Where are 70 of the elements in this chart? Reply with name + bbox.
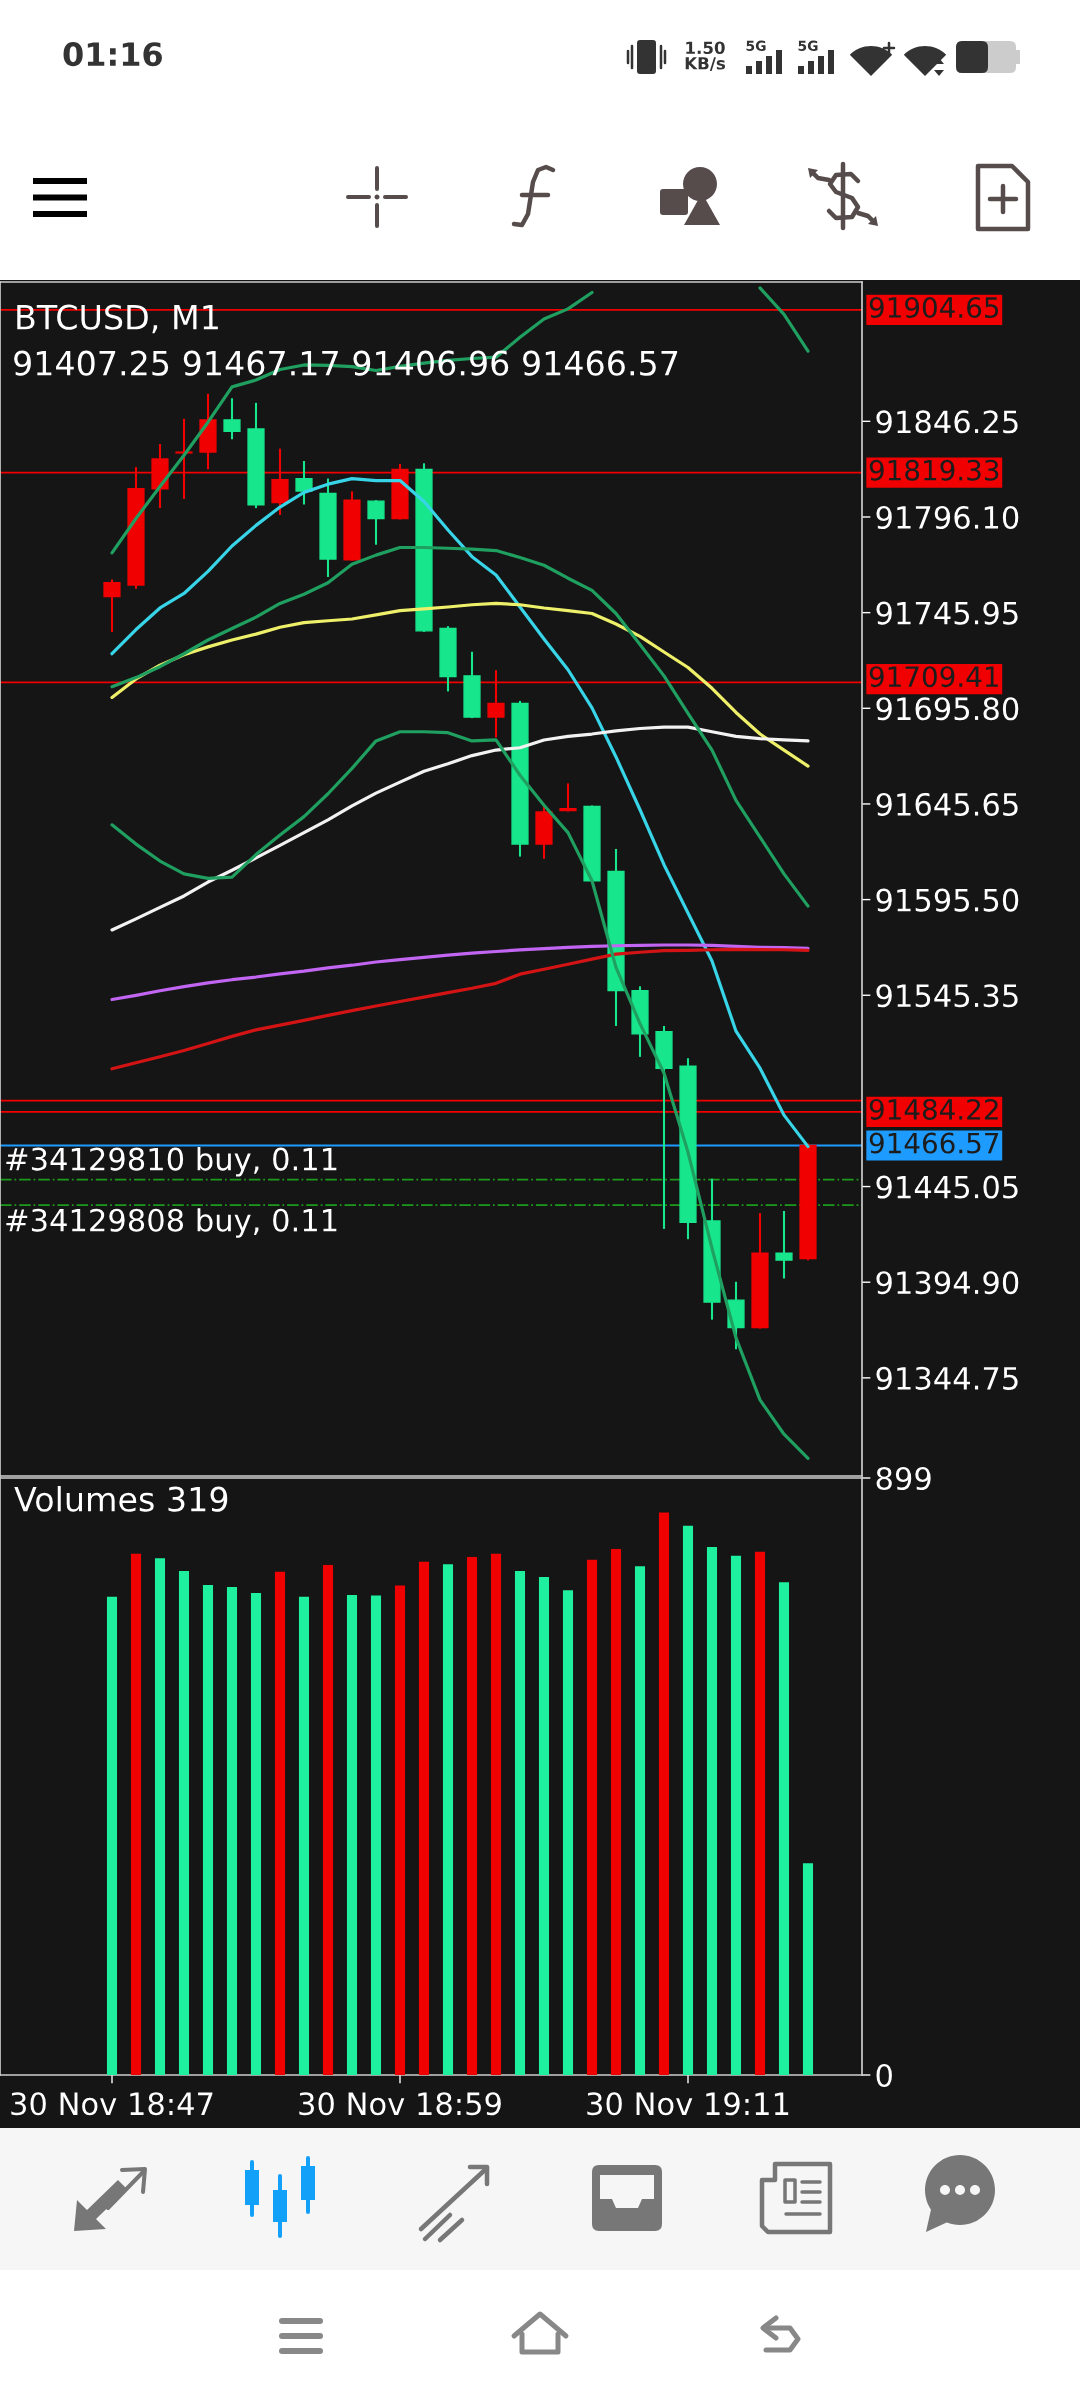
- y-tick-label: 91796.10: [876, 505, 1019, 530]
- bar: [706, 1547, 718, 2075]
- bar: [754, 1551, 766, 2075]
- bar: [298, 1596, 310, 2075]
- bar: [322, 1564, 334, 2075]
- y-tick-label: 91595.50: [876, 888, 1019, 912]
- y-tick-label: 91645.65: [876, 792, 1018, 816]
- bar: [154, 1558, 166, 2075]
- line-series: [110, 477, 810, 1149]
- bar: [682, 1525, 694, 2075]
- line-series: [110, 601, 810, 768]
- bar: [658, 1512, 670, 2075]
- bar: [178, 1570, 190, 2075]
- y-tick-label: 899: [876, 1466, 931, 1491]
- text: 5G: [798, 40, 818, 52]
- annotation: #34129808 buy, 0.11: [6, 1208, 337, 1238]
- y-tick-label: 91745.95: [876, 601, 1018, 625]
- bar: [610, 1549, 622, 2075]
- text: BTCUSD, M1: [17, 304, 218, 334]
- y-tick-label: 91545.35: [876, 984, 1018, 1008]
- bar: [346, 1594, 358, 2075]
- line-series: [110, 725, 810, 932]
- bar: [370, 1595, 382, 2075]
- bar: [274, 1571, 286, 2075]
- bar: [202, 1584, 214, 2075]
- bar: [778, 1582, 790, 2075]
- line-series: [110, 947, 810, 1071]
- ref-line-label: 91819.33: [869, 459, 999, 481]
- line-series: [110, 943, 810, 1002]
- text: 1.50 KB/s: [685, 41, 726, 71]
- y-tick-label: 91846.25: [876, 410, 1018, 434]
- y-tick-label: 91394.90: [876, 1271, 1019, 1295]
- candlestick: [103, 579, 121, 632]
- bar: [538, 1576, 550, 2075]
- text: 5G: [746, 40, 766, 52]
- bar: [250, 1592, 262, 2075]
- line-series: [110, 545, 810, 908]
- ref-line-label: 91466.57: [869, 1132, 999, 1154]
- bar: [802, 1863, 814, 2075]
- bar: [634, 1566, 646, 2075]
- bar: [418, 1561, 430, 2075]
- bar: [586, 1559, 598, 2075]
- annotation: #34129810 buy, 0.11: [6, 1147, 337, 1177]
- bar: [466, 1557, 478, 2075]
- y-tick-label: 91695.80: [876, 697, 1019, 721]
- bar: [562, 1590, 574, 2075]
- ref-line-label: 91484.22: [869, 1098, 998, 1120]
- x-tick-label: 30 Nov 18:47: [11, 2092, 213, 2116]
- y-tick-label: 91445.05: [876, 1175, 1018, 1199]
- y-tick-label: 91344.75: [876, 1366, 1018, 1390]
- text: 01:16: [63, 42, 162, 67]
- candlestick: [223, 398, 241, 440]
- bar: [514, 1570, 526, 2075]
- ref-line-label: 91709.41: [869, 666, 998, 688]
- bar: [442, 1564, 454, 2075]
- candlestick: [367, 500, 385, 545]
- candlestick: [775, 1210, 793, 1279]
- x-tick-label: 30 Nov 18:59: [299, 2092, 501, 2116]
- y-tick-label: 0: [876, 2063, 892, 2088]
- bar: [106, 1596, 118, 2075]
- bar: [490, 1553, 502, 2075]
- candlestick: [559, 783, 577, 812]
- bar: [394, 1585, 406, 2075]
- bar: [130, 1553, 142, 2075]
- bar: [226, 1586, 238, 2075]
- ref-line-label: 91904.65: [869, 296, 999, 318]
- bar: [730, 1555, 742, 2075]
- x-tick-label: 30 Nov 19:11: [587, 2092, 789, 2116]
- chart-title: Volumes 319: [14, 1486, 228, 1512]
- candlestick: [295, 461, 313, 505]
